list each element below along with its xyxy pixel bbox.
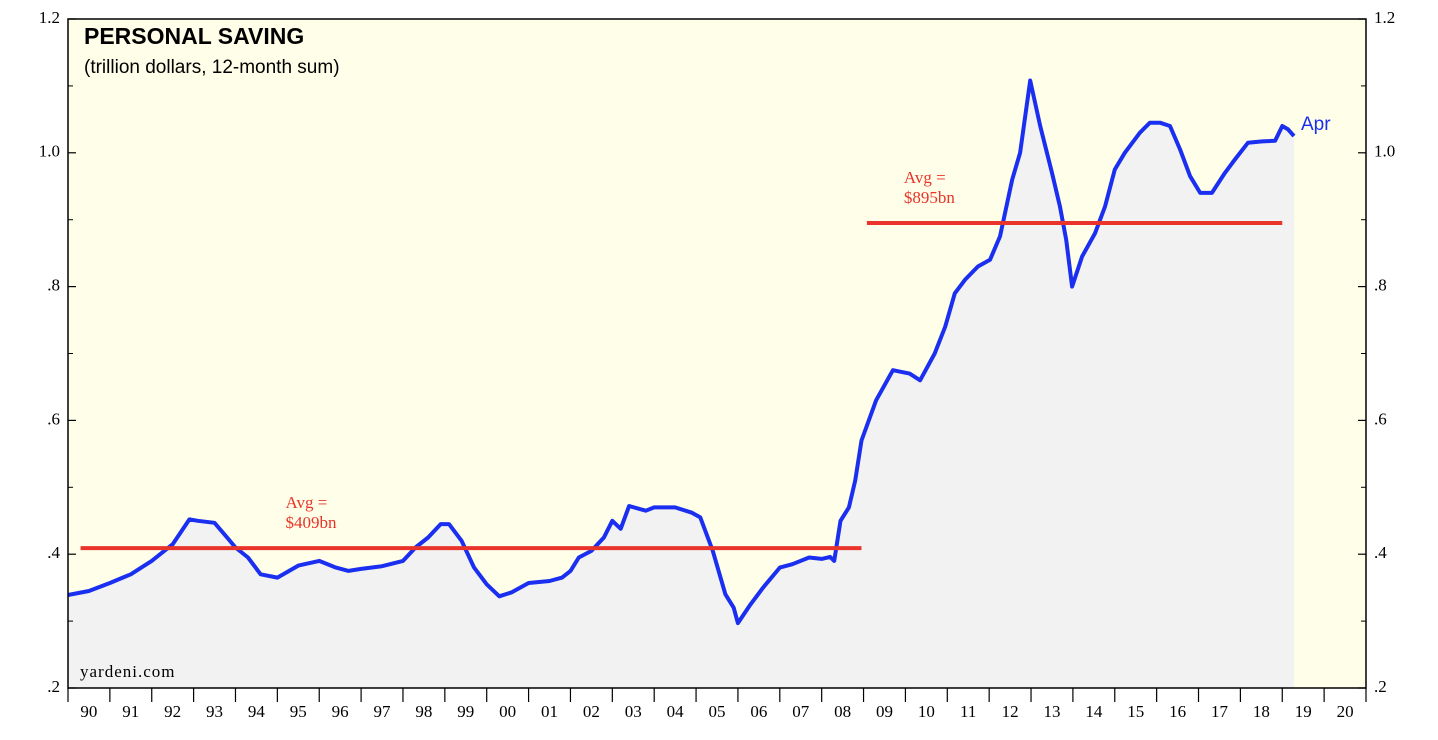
source: yardeni.com (80, 662, 176, 681)
average-label: $895bn (904, 188, 956, 207)
x-tick-label: 03 (625, 702, 642, 721)
x-tick-label: 10 (918, 702, 935, 721)
x-tick-label: 93 (206, 702, 223, 721)
x-tick-label: 18 (1253, 702, 1270, 721)
x-tick-label: 05 (709, 702, 726, 721)
x-tick-label: 96 (332, 702, 349, 721)
x-tick-label: 99 (457, 702, 474, 721)
y2-tick-label: .4 (1374, 543, 1387, 562)
x-tick-label: 09 (876, 702, 893, 721)
x-tick-label: 14 (1085, 702, 1103, 721)
y2-tick-label: .2 (1374, 677, 1387, 696)
x-tick-label: 16 (1169, 702, 1186, 721)
y-tick-label: .8 (47, 276, 60, 295)
y2-tick-label: 1.2 (1374, 8, 1395, 27)
x-tick-label: 97 (374, 702, 392, 721)
x-tick-label: 95 (290, 702, 307, 721)
x-tick-label: 19 (1295, 702, 1312, 721)
x-tick-label: 20 (1337, 702, 1354, 721)
x-tick-label: 13 (1043, 702, 1060, 721)
average-label: Avg = (904, 168, 946, 187)
x-tick-label: 94 (248, 702, 266, 721)
y-tick-label: .2 (47, 677, 60, 696)
x-tick-label: 12 (1002, 702, 1019, 721)
x-tick-label: 11 (960, 702, 976, 721)
y-tick-label: .4 (47, 543, 60, 562)
y2-tick-label: 1.0 (1374, 142, 1395, 161)
y-tick-label: 1.0 (39, 142, 60, 161)
series-label: Apr (1301, 114, 1331, 135)
y-tick-label: 1.2 (39, 8, 60, 27)
x-tick-label: 15 (1127, 702, 1144, 721)
line (67, 78, 1296, 626)
x-tick-label: 98 (415, 702, 432, 721)
x-tick-label: 02 (583, 702, 600, 721)
x-tick-label: 92 (164, 702, 181, 721)
x-tick-label: 08 (834, 702, 851, 721)
x-tick-label: 17 (1211, 702, 1229, 721)
average-label: Avg = (286, 493, 328, 512)
y2-tick-label: .6 (1374, 409, 1387, 428)
y-tick-label: .6 (47, 409, 60, 428)
x-tick-label: 90 (80, 702, 97, 721)
y2-tick-label: .8 (1374, 276, 1387, 295)
area (68, 80, 1294, 688)
average-label: $409bn (286, 513, 338, 532)
chart-subtitle: (trillion dollars, 12-month sum) (84, 57, 340, 78)
x-tick-label: 06 (750, 702, 767, 721)
x-tick-label: 00 (499, 702, 516, 721)
x-tick-label: 91 (122, 702, 139, 721)
x-tick-label: 07 (792, 702, 810, 721)
x-tick-label: 01 (541, 702, 558, 721)
chart-title: PERSONAL SAVING (84, 23, 304, 49)
x-tick-label: 04 (667, 702, 685, 721)
